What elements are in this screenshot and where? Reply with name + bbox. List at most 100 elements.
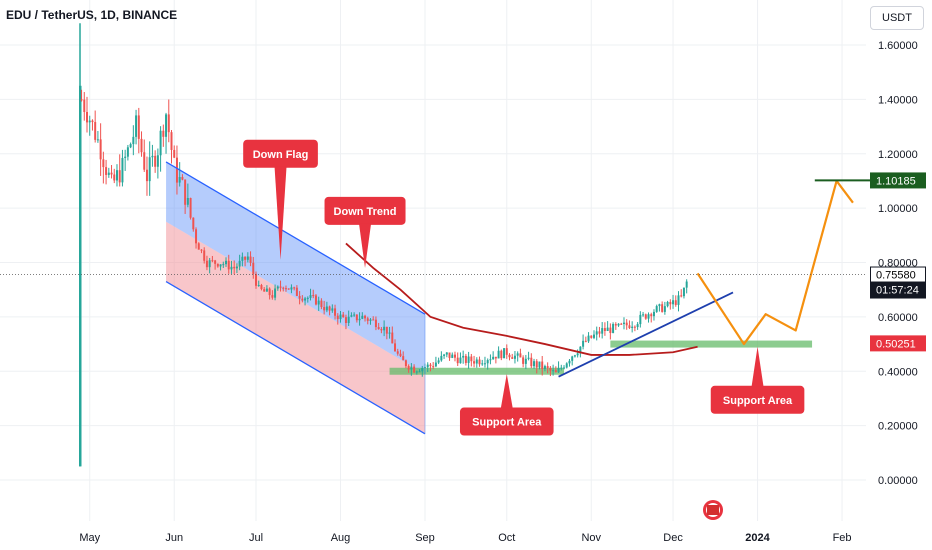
callout-box [243,139,318,168]
annotation-callout: Support Area [710,346,805,414]
candle-body [445,352,448,355]
candle-body [497,350,500,359]
candle-body [543,366,546,369]
candle-body [647,314,650,319]
currency-button[interactable]: USDT [870,6,924,30]
candle-body [203,250,206,261]
candle-body [557,367,560,373]
candle-body [650,314,653,317]
candle-body [284,288,287,290]
candle-body [402,356,405,361]
candle-body [440,355,443,361]
candle-body [148,157,151,182]
candle-body [246,256,249,260]
candle-body [677,295,680,305]
channel-lower-line [165,280,426,435]
candle-body [320,300,323,308]
y-tick-label: 0.60000 [878,312,918,324]
candle-body [355,314,358,321]
candle-body [494,356,497,359]
candle-body [151,155,154,158]
candle-body [186,197,189,205]
candle-body [216,263,219,267]
candle-body [437,360,440,363]
candle-body [184,179,187,205]
candle-body [361,315,364,319]
x-tick-label: Oct [498,532,515,544]
candle-body [672,300,675,305]
candle-body [582,340,585,347]
candle-body [519,353,522,358]
candle-body [249,256,252,263]
callout-box [710,385,805,414]
candle-body [317,300,320,305]
candle-body [102,159,105,168]
candle-body [462,355,465,358]
candle-body [666,301,669,307]
candle-body [126,147,129,157]
candle-body [227,260,230,270]
candle-body [306,297,309,299]
candle-body [628,325,631,328]
candle-body [443,354,446,356]
x-tick-label: May [79,532,100,544]
candle-body [200,249,203,251]
candle-body [298,295,301,299]
callout-pointer [751,346,764,387]
price-label-text: 1.10185 [876,175,916,187]
candle-body [290,287,293,290]
candle-body [663,306,666,312]
candle-body [372,319,375,321]
candle-body [80,99,83,101]
callout-box [324,196,406,225]
candle-body [407,366,410,370]
candle-body [170,132,173,150]
candle-body [339,314,342,320]
candle-body [143,152,146,170]
candle-body [118,170,121,183]
candle-body [165,114,168,137]
price-label-bg [871,267,925,282]
candle-body [565,363,568,368]
x-tick-label: Jul [249,532,263,544]
candle-body [475,359,478,364]
candle-body [549,367,552,371]
candle-body [530,357,533,367]
support-zone [610,340,813,348]
y-tick-label: 1.20000 [878,149,918,161]
candle-body [603,328,606,331]
candle-body [350,315,353,317]
candle-body [124,156,127,158]
candle-body [489,359,492,361]
candle-body [279,286,282,288]
candle-body [685,281,688,288]
candle-body [222,264,225,266]
x-axis: May Jun Jul Aug Sep Oct Nov Dec 2024 Feb [79,532,851,544]
candle-body [129,144,132,148]
candle-body [79,85,82,467]
candle-body [486,360,489,364]
candle-body [364,315,367,319]
y-tick-label: 1.40000 [878,94,918,106]
candle-body [268,288,271,296]
candle-body [511,357,514,359]
candle-body [282,287,285,289]
candle-body [481,363,484,365]
candle-body [353,314,356,316]
candle-body [590,335,593,338]
candle-body [235,266,238,269]
candle-body [541,361,544,369]
candle-body [175,157,178,183]
y-tick-label: 0.40000 [878,366,918,378]
candle-body [413,366,416,373]
callout-pointer [500,373,513,409]
candle-body [535,361,538,368]
candle-body [271,295,274,298]
candle-body [464,355,467,363]
candle-body [573,355,576,357]
candle-body [546,366,549,368]
candle-body [110,172,113,175]
candle-body [94,122,97,140]
candle-body [421,368,424,372]
